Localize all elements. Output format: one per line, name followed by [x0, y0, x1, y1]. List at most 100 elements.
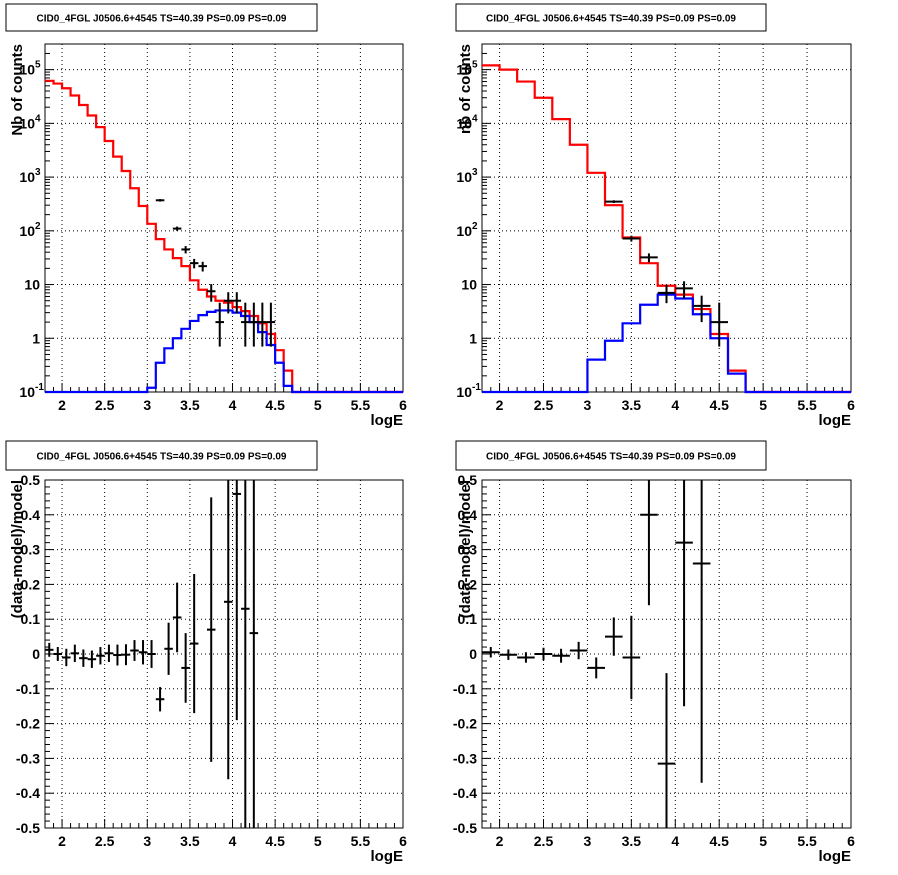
data-point	[181, 246, 190, 254]
histogram-series-1	[45, 79, 403, 394]
data-point	[79, 649, 88, 667]
data-point	[155, 199, 165, 202]
x-tick-label: 2.5	[95, 397, 115, 413]
y-tick-label: 10	[19, 223, 35, 239]
y-tick-label: 10	[456, 223, 472, 239]
y-tick-label: -0.1	[16, 681, 40, 697]
x-tick-label: 3	[143, 397, 151, 413]
x-tick-label: 2	[496, 833, 504, 849]
y-axis-label: (data-model)/model	[9, 480, 26, 618]
data-point	[138, 640, 148, 665]
x-tick-label: 2	[496, 397, 504, 413]
y-tick-exponent: -1	[35, 382, 44, 393]
y-tick-label: 0.5	[21, 472, 41, 488]
data-point	[198, 261, 207, 272]
x-tick-label: 4.5	[265, 833, 285, 849]
x-tick-label: 2.5	[534, 397, 554, 413]
y-tick-exponent: -1	[472, 382, 481, 393]
data-point	[241, 480, 250, 828]
data-point	[552, 648, 570, 663]
y-axis-label: nb of counts	[457, 44, 474, 134]
data-point	[241, 302, 250, 347]
title-box	[5, 3, 318, 32]
y-tick-label: -0.4	[16, 785, 40, 801]
y-tick-label: -0.2	[16, 716, 40, 732]
y-tick-label: 10	[19, 169, 35, 185]
y-tick-label: 0.1	[21, 611, 41, 627]
data-point	[692, 295, 711, 323]
x-tick-label: 4.5	[709, 397, 729, 413]
data-point	[164, 622, 173, 675]
data-point	[70, 644, 80, 663]
data-point	[206, 284, 216, 302]
y-tick-label: 0.4	[21, 507, 41, 523]
x-tick-label: 5	[759, 397, 767, 413]
x-tick-label: 3.5	[180, 833, 200, 849]
y-tick-label: -0.1	[453, 681, 477, 697]
data-point	[266, 302, 276, 347]
x-tick-label: 4.5	[265, 397, 285, 413]
data-point	[249, 302, 259, 347]
y-tick-label: -0.2	[453, 716, 477, 732]
x-axis-label: logE	[819, 848, 852, 865]
data-point	[172, 226, 182, 231]
x-axis-label: logE	[819, 412, 852, 429]
chart-title: CID0_4FGL J0506.6+4545 TS=40.39 PS=0.09 …	[37, 14, 287, 25]
y-tick-label: -0.5	[16, 820, 40, 836]
data-point	[710, 302, 728, 347]
x-tick-label: 3.5	[622, 833, 642, 849]
data-point	[224, 480, 233, 780]
y-tick-exponent: 3	[472, 167, 478, 178]
x-tick-label: 2.5	[534, 833, 554, 849]
chart-title: CID0_4FGL J0506.6+4545 TS=40.39 PS=0.09 …	[486, 14, 736, 25]
data-point	[675, 281, 693, 299]
data-point	[569, 641, 588, 660]
title-box	[455, 3, 767, 32]
y-tick-label: -0.3	[453, 750, 477, 766]
y-tick-label: -0.4	[453, 785, 477, 801]
x-tick-label: 4	[671, 833, 679, 849]
y-axis-label: Nb of counts	[9, 44, 26, 136]
data-point	[96, 647, 105, 665]
y-tick-label: 10	[19, 115, 35, 131]
data-point	[104, 644, 114, 663]
x-axis-label: logE	[371, 848, 404, 865]
y-tick-label: 1	[469, 330, 477, 346]
y-tick-label: 10	[456, 62, 472, 78]
y-tick-label: 1	[32, 330, 40, 346]
data-point	[87, 650, 97, 668]
y-tick-label: 0.1	[458, 611, 478, 627]
data-point	[517, 652, 535, 663]
x-tick-label: 6	[399, 833, 407, 849]
data-point	[640, 480, 658, 606]
y-tick-label: 0.2	[458, 576, 478, 592]
data-point	[215, 302, 224, 347]
y-tick-exponent: 2	[472, 221, 478, 232]
chart-panel-3: CID0_4FGL J0506.6+4545 TS=40.39 PS=0.09 …	[5, 440, 407, 865]
data-point	[45, 642, 54, 657]
data-point	[605, 617, 623, 656]
data-point	[155, 687, 165, 712]
data-point	[622, 235, 641, 242]
x-axis-label: logE	[371, 412, 404, 429]
x-tick-label: 4	[671, 397, 679, 413]
x-tick-label: 2.5	[95, 833, 115, 849]
y-tick-exponent: 2	[35, 221, 41, 232]
y-tick-label: 0.5	[458, 472, 478, 488]
chart-panel-4: CID0_4FGL J0506.6+4545 TS=40.39 PS=0.09 …	[453, 440, 855, 865]
data-point	[482, 647, 500, 658]
x-tick-label: 2	[58, 397, 66, 413]
y-tick-label: 10	[456, 169, 472, 185]
histogram-series-2	[45, 309, 403, 394]
chart-title: CID0_4FGL J0506.6+4545 TS=40.39 PS=0.09 …	[37, 452, 287, 463]
data-point	[189, 573, 199, 714]
y-tick-label: -0.3	[16, 750, 40, 766]
plot-frame	[481, 43, 852, 393]
data-point	[189, 258, 199, 269]
y-axis-label: (data-model)/model	[457, 480, 474, 618]
data-point	[53, 647, 63, 661]
x-tick-label: 5.5	[351, 397, 371, 413]
data-point	[172, 582, 182, 653]
y-tick-label: 10	[456, 384, 472, 400]
x-tick-label: 5.5	[797, 833, 817, 849]
